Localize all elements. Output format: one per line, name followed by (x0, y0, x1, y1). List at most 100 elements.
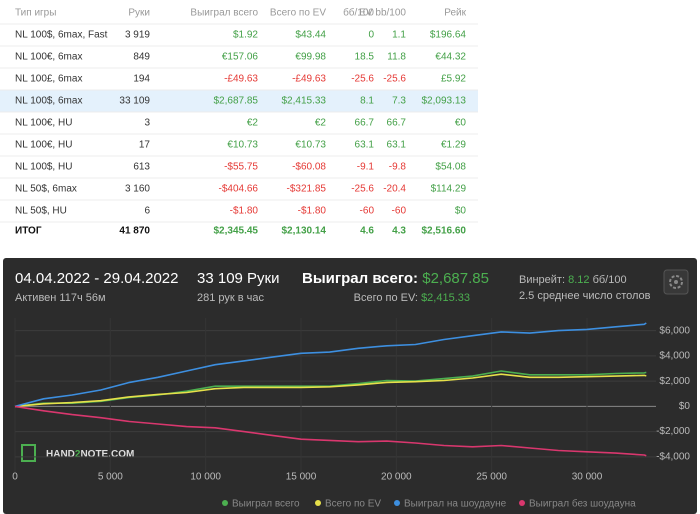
row-highlight (0, 90, 478, 112)
x-tick-label: 5 000 (98, 472, 123, 483)
cell: 6 (144, 206, 150, 217)
active-time: Активен 117ч 56м (15, 292, 106, 304)
x-tick-label: 0 (12, 472, 18, 483)
legend-label: Всего по EV (325, 499, 381, 510)
cell: 11.8 (387, 52, 406, 63)
cell: €1.29 (441, 140, 466, 151)
cell: $2,516.60 (422, 226, 467, 237)
ev-total: Всего по EV: $2,415.33 (354, 292, 470, 304)
wm-part: HAND (46, 449, 75, 460)
y-tick-label: -$4,000 (656, 451, 690, 462)
cell: -25.6 (351, 184, 374, 195)
gear-core[interactable] (674, 280, 678, 284)
watermark-logo (21, 444, 36, 462)
y-tick-label: $4,000 (659, 351, 690, 362)
table-bg (0, 0, 478, 243)
cell: -$321.85 (287, 184, 327, 195)
cell: -60 (360, 206, 375, 217)
won-value: $2,687.85 (422, 270, 489, 287)
game-type: NL 100$, HU (15, 162, 72, 173)
legend-label: Выиграл всего (232, 499, 300, 510)
wm-part: 2 (75, 449, 81, 460)
cell: $2,687.85 (214, 96, 259, 107)
column-header: бб/100 (343, 7, 374, 19)
column-header: Руки (128, 8, 150, 19)
cell: $43.44 (295, 30, 326, 41)
x-tick-label: 10 000 (190, 472, 221, 483)
game-type: NL 100€, HU (15, 140, 72, 151)
series-line (14, 373, 647, 408)
cell: 4.6 (360, 226, 374, 237)
cell: -20.4 (383, 184, 406, 195)
cell: -25.6 (383, 74, 406, 85)
cell: -60 (392, 206, 407, 217)
cell: €44.32 (435, 52, 466, 63)
y-tick-label: $0 (679, 401, 691, 412)
cell: $54.08 (435, 162, 466, 173)
cell: 7.3 (392, 96, 406, 107)
legend-marker (315, 500, 321, 506)
cell: €10.73 (295, 140, 326, 151)
cell: €157.06 (222, 52, 259, 63)
y-tick-label: $6,000 (659, 325, 690, 336)
column-header: Выиграл всего (190, 8, 258, 19)
x-tick-label: 30 000 (572, 472, 603, 483)
x-tick-label: 20 000 (381, 472, 412, 483)
cell: £5.92 (441, 74, 466, 85)
cell: $0 (455, 206, 467, 217)
cell: €2 (315, 118, 327, 129)
cell: €10.73 (227, 140, 258, 151)
column-header: Рейк (444, 8, 466, 19)
cell: 63.1 (355, 140, 375, 151)
hands: 33 109 Руки (197, 270, 280, 287)
legend-label: Выиграл без шоудауна (529, 498, 636, 510)
cell: $114.29 (431, 184, 467, 195)
settings-button[interactable] (663, 269, 689, 295)
cell: -$55.75 (224, 162, 258, 173)
cell: 63.1 (387, 140, 407, 151)
won-total: Выиграл всего: $2,687.85 (302, 270, 489, 287)
game-type: NL 100$, 6max (15, 96, 82, 107)
cell: $2,093.13 (422, 96, 467, 107)
cell: €2 (247, 118, 259, 129)
cell: 18.5 (355, 52, 375, 63)
ev-label: Всего по EV: (354, 292, 418, 304)
cell: 3 (144, 118, 150, 129)
winrate-value: 8.12 (568, 274, 589, 286)
legend-label: Выиграл на шоудауне (404, 499, 507, 510)
cell: -£49.63 (224, 74, 258, 85)
cell: $196.64 (430, 30, 467, 41)
game-type: NL 100€, HU (15, 118, 72, 129)
cell: -25.6 (351, 74, 374, 85)
dates: 04.04.2022 - 29.04.2022 (15, 270, 178, 287)
watermark-text: HAND2NOTE.COM (46, 449, 134, 460)
cell: -$1.80 (298, 206, 327, 217)
game-type: NL 100€, 6max (15, 52, 82, 63)
legend-marker (222, 500, 228, 506)
y-tick-label: -$2,000 (656, 426, 690, 437)
cell: 17 (139, 140, 151, 151)
y-tick-label: $2,000 (659, 376, 690, 387)
column-header: EV bb/100 (359, 8, 406, 19)
wm-part: NOTE.COM (80, 449, 134, 460)
x-tick-label: 15 000 (286, 472, 317, 483)
legend-marker (394, 500, 400, 506)
cell: 41 870 (119, 226, 150, 237)
cell: 8.1 (360, 96, 374, 107)
cell: 613 (133, 162, 150, 173)
winrate: Винрейт: 8.12 бб/100 (519, 274, 627, 286)
series-line (14, 322, 647, 408)
cell: -9.8 (389, 162, 407, 173)
x-tick-label: 25 000 (476, 472, 507, 483)
winrate-label: Винрейт: (519, 274, 565, 286)
winrate-unit: бб/100 (593, 274, 627, 286)
gear-icon[interactable] (669, 275, 683, 289)
cell: €99.98 (295, 52, 326, 63)
hands-per-hour: 281 рук в час (197, 292, 265, 304)
cell: 4.3 (392, 226, 406, 237)
won-label: Выиграл всего: (302, 270, 418, 287)
cell: 3 160 (125, 184, 150, 195)
cell: 849 (133, 52, 150, 63)
